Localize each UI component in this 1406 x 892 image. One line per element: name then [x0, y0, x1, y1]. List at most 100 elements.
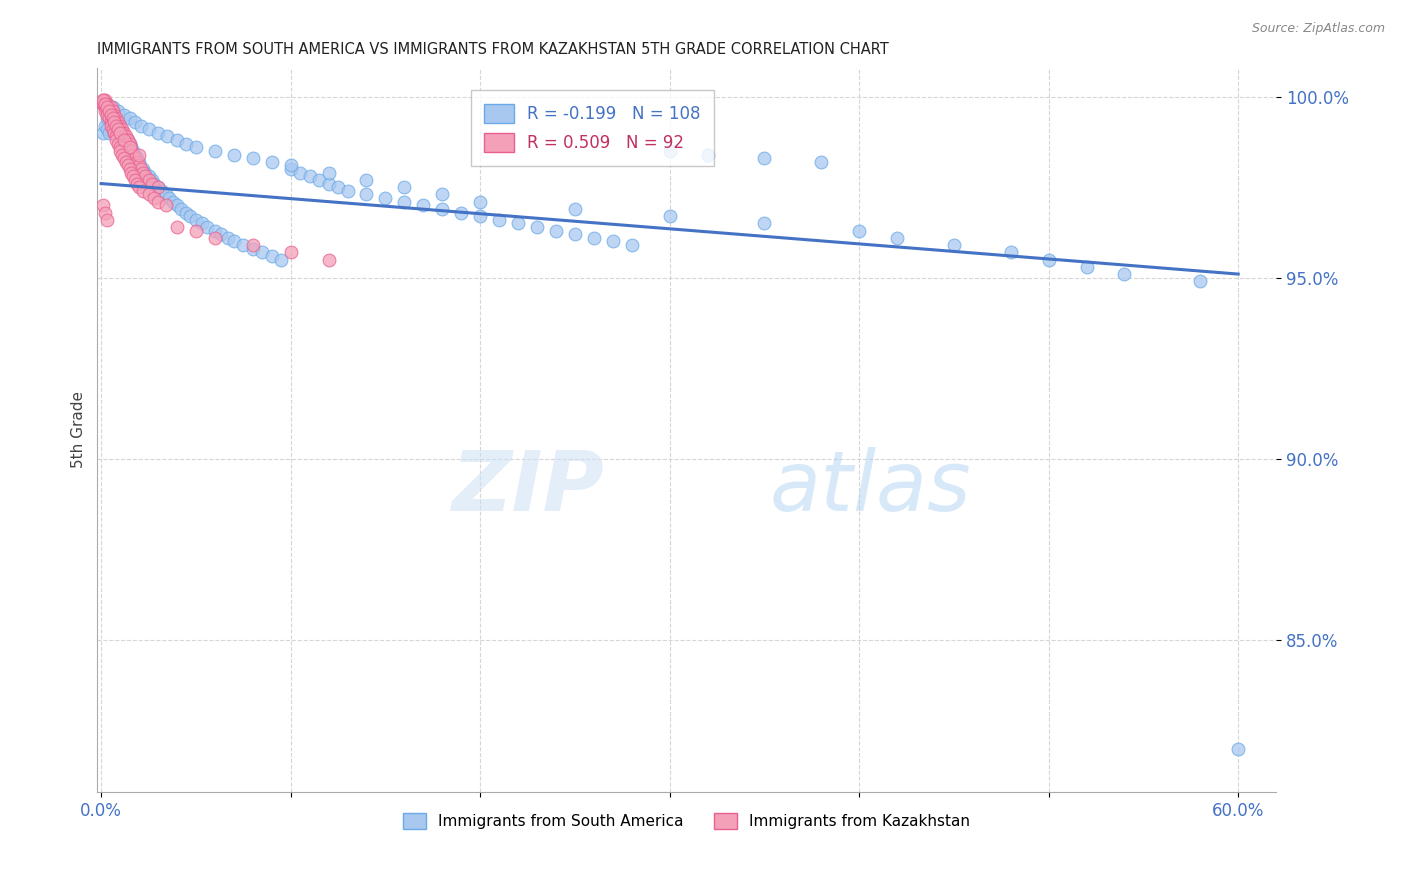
Point [143, 191, 166, 205]
Point [1076, 260, 1098, 274]
Point [141, 177, 163, 191]
Point [121, 140, 143, 154]
Point [848, 224, 870, 238]
Point [260, 249, 283, 263]
Point [101, 101, 124, 115]
Point [107, 136, 129, 151]
Point [112, 126, 135, 140]
Point [103, 126, 125, 140]
Point [118, 140, 141, 154]
Point [108, 140, 131, 154]
Point [146, 194, 169, 209]
Point [96, 112, 118, 126]
Point [754, 151, 776, 165]
Legend: Immigrants from South America, Immigrants from Kazakhstan: Immigrants from South America, Immigrant… [396, 807, 977, 835]
Point [103, 115, 125, 129]
Point [94, 205, 117, 219]
Point [217, 231, 239, 245]
Point [470, 209, 492, 223]
Point [103, 112, 125, 126]
Point [506, 216, 529, 230]
Point [101, 119, 124, 133]
Point [696, 147, 718, 161]
Point [270, 252, 292, 267]
Point [470, 194, 492, 209]
Point [91, 96, 114, 111]
Point [1189, 274, 1212, 288]
Point [129, 162, 152, 177]
Point [108, 144, 131, 158]
Point [114, 154, 136, 169]
Point [103, 108, 125, 122]
Point [128, 158, 150, 172]
Point [112, 129, 135, 144]
Point [318, 177, 340, 191]
Point [394, 180, 416, 194]
Point [157, 191, 180, 205]
Point [101, 112, 124, 126]
Point [184, 212, 207, 227]
Point [105, 115, 128, 129]
Point [754, 216, 776, 230]
Point [176, 136, 198, 151]
Point [146, 180, 169, 194]
Point [394, 194, 416, 209]
Point [112, 129, 135, 144]
Point [204, 231, 226, 245]
Point [111, 147, 134, 161]
Point [209, 227, 232, 242]
Point [97, 126, 120, 140]
Point [526, 219, 548, 234]
Text: atlas: atlas [769, 447, 972, 528]
Point [620, 238, 643, 252]
Point [326, 180, 349, 194]
Point [91, 96, 114, 111]
Point [108, 122, 131, 136]
Point [101, 122, 124, 136]
Point [166, 219, 188, 234]
Point [184, 224, 207, 238]
Point [107, 104, 129, 119]
Point [602, 235, 624, 249]
Point [118, 140, 141, 154]
Point [488, 212, 510, 227]
Point [118, 136, 141, 151]
Point [96, 104, 118, 119]
Point [94, 119, 117, 133]
Point [100, 115, 122, 129]
Point [582, 231, 605, 245]
Point [242, 151, 264, 165]
Point [118, 112, 141, 126]
Point [336, 184, 359, 198]
Point [100, 104, 122, 119]
Point [114, 133, 136, 147]
Point [97, 112, 120, 126]
Point [138, 122, 160, 136]
Point [127, 154, 149, 169]
Point [122, 147, 145, 161]
Point [138, 173, 160, 187]
Point [432, 187, 454, 202]
Point [658, 144, 681, 158]
Point [124, 173, 146, 187]
Point [97, 104, 120, 119]
Text: IMMIGRANTS FROM SOUTH AMERICA VS IMMIGRANTS FROM KAZAKHSTAN 5TH GRADE CORRELATIO: IMMIGRANTS FROM SOUTH AMERICA VS IMMIGRA… [97, 42, 889, 57]
Point [107, 119, 129, 133]
Point [564, 202, 586, 216]
Point [100, 108, 122, 122]
Point [94, 101, 117, 115]
Point [111, 126, 134, 140]
Point [222, 147, 245, 161]
Point [122, 144, 145, 158]
Point [1227, 741, 1250, 756]
Point [143, 177, 166, 191]
Point [942, 238, 965, 252]
Point [91, 93, 114, 107]
Point [146, 126, 169, 140]
Point [100, 101, 122, 115]
Point [105, 129, 128, 144]
Point [318, 166, 340, 180]
Point [91, 93, 114, 107]
Point [101, 104, 124, 119]
Point [242, 242, 264, 256]
